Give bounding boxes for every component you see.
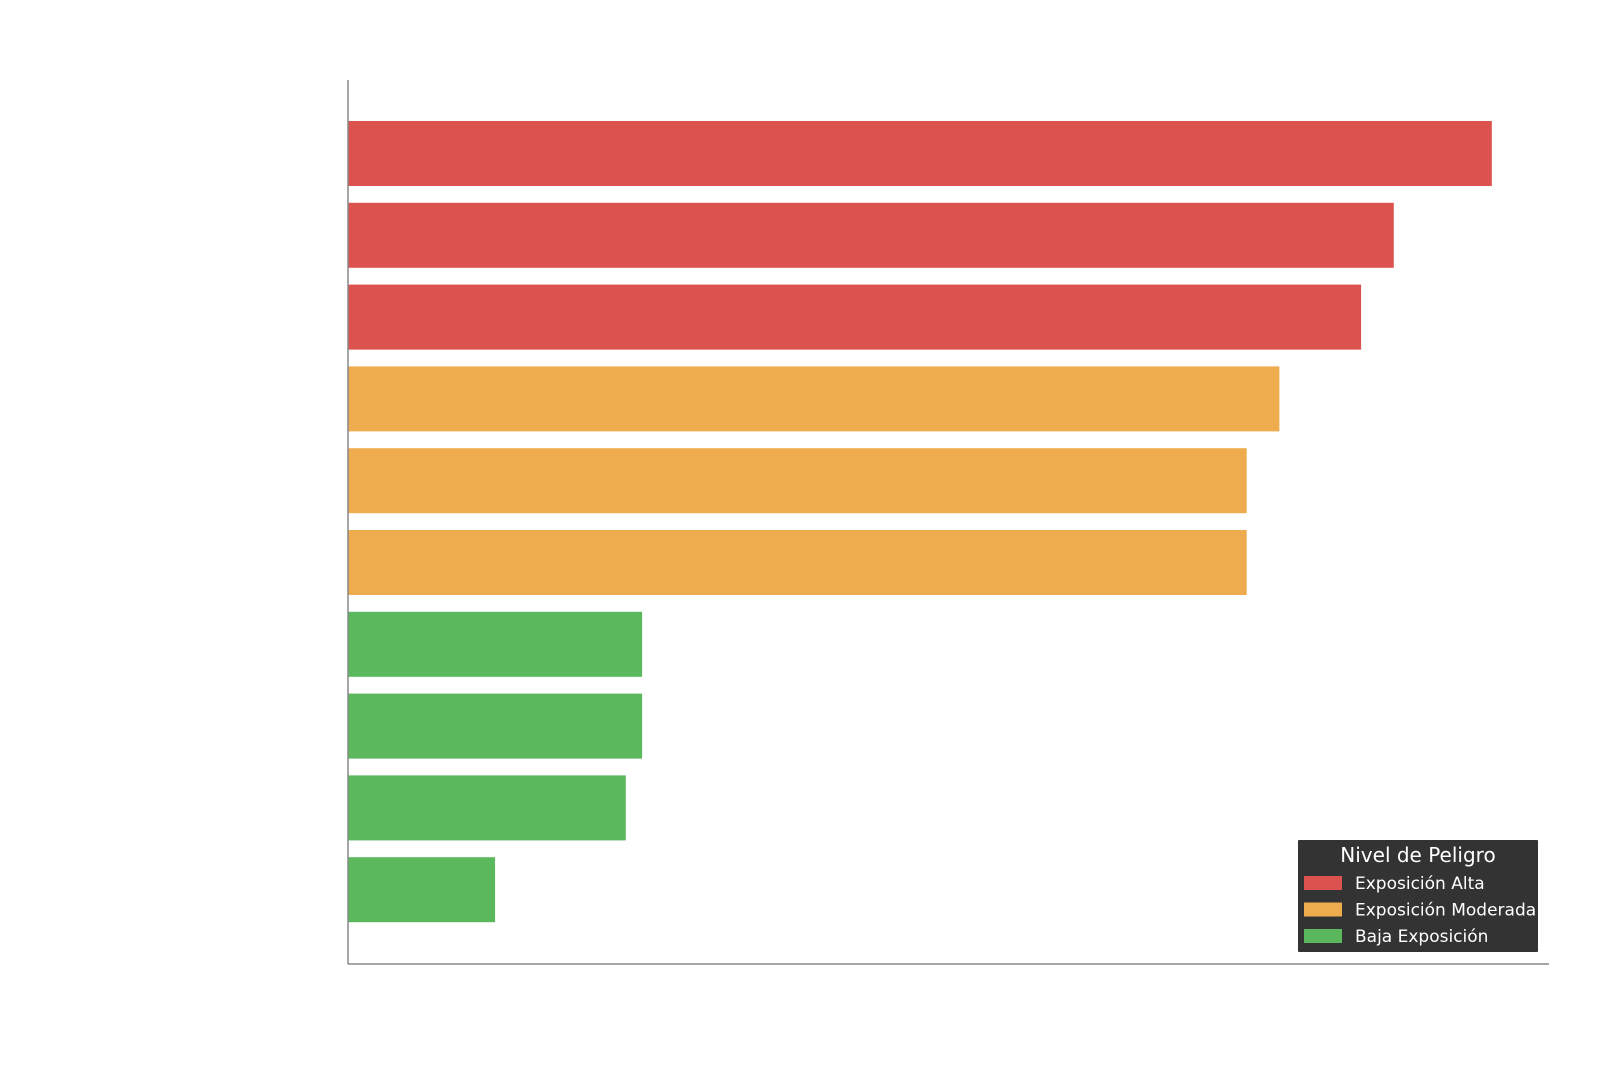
legend-background <box>1298 840 1538 952</box>
legend: Nivel de Peligro Exposición AltaExposici… <box>1298 840 1538 952</box>
legend-title: Nivel de Peligro <box>1340 843 1495 867</box>
legend-label-alta: Exposición Alta <box>1355 874 1485 894</box>
bar-10 <box>348 857 496 923</box>
bar-9 <box>348 775 626 841</box>
bar-6 <box>348 530 1247 595</box>
legend-entries: Exposición Alta Exposición Moderada Baja E… <box>1304 874 1536 947</box>
bar-7 <box>348 611 643 677</box>
legend-swatch-alta <box>1304 876 1342 890</box>
bar-5 <box>348 448 1247 514</box>
bar-1 <box>348 121 1492 186</box>
bar-4 <box>348 366 1280 432</box>
legend-swatch-baja <box>1304 929 1342 943</box>
bars-group <box>348 121 1492 923</box>
bar-2 <box>348 202 1394 268</box>
legend-label-moderada: Exposición Moderada <box>1355 901 1536 921</box>
bar-8 <box>348 693 643 759</box>
bar-3 <box>348 284 1362 350</box>
legend-label-baja: Baja Exposición <box>1355 927 1488 947</box>
legend-swatch-moderada <box>1304 902 1342 917</box>
